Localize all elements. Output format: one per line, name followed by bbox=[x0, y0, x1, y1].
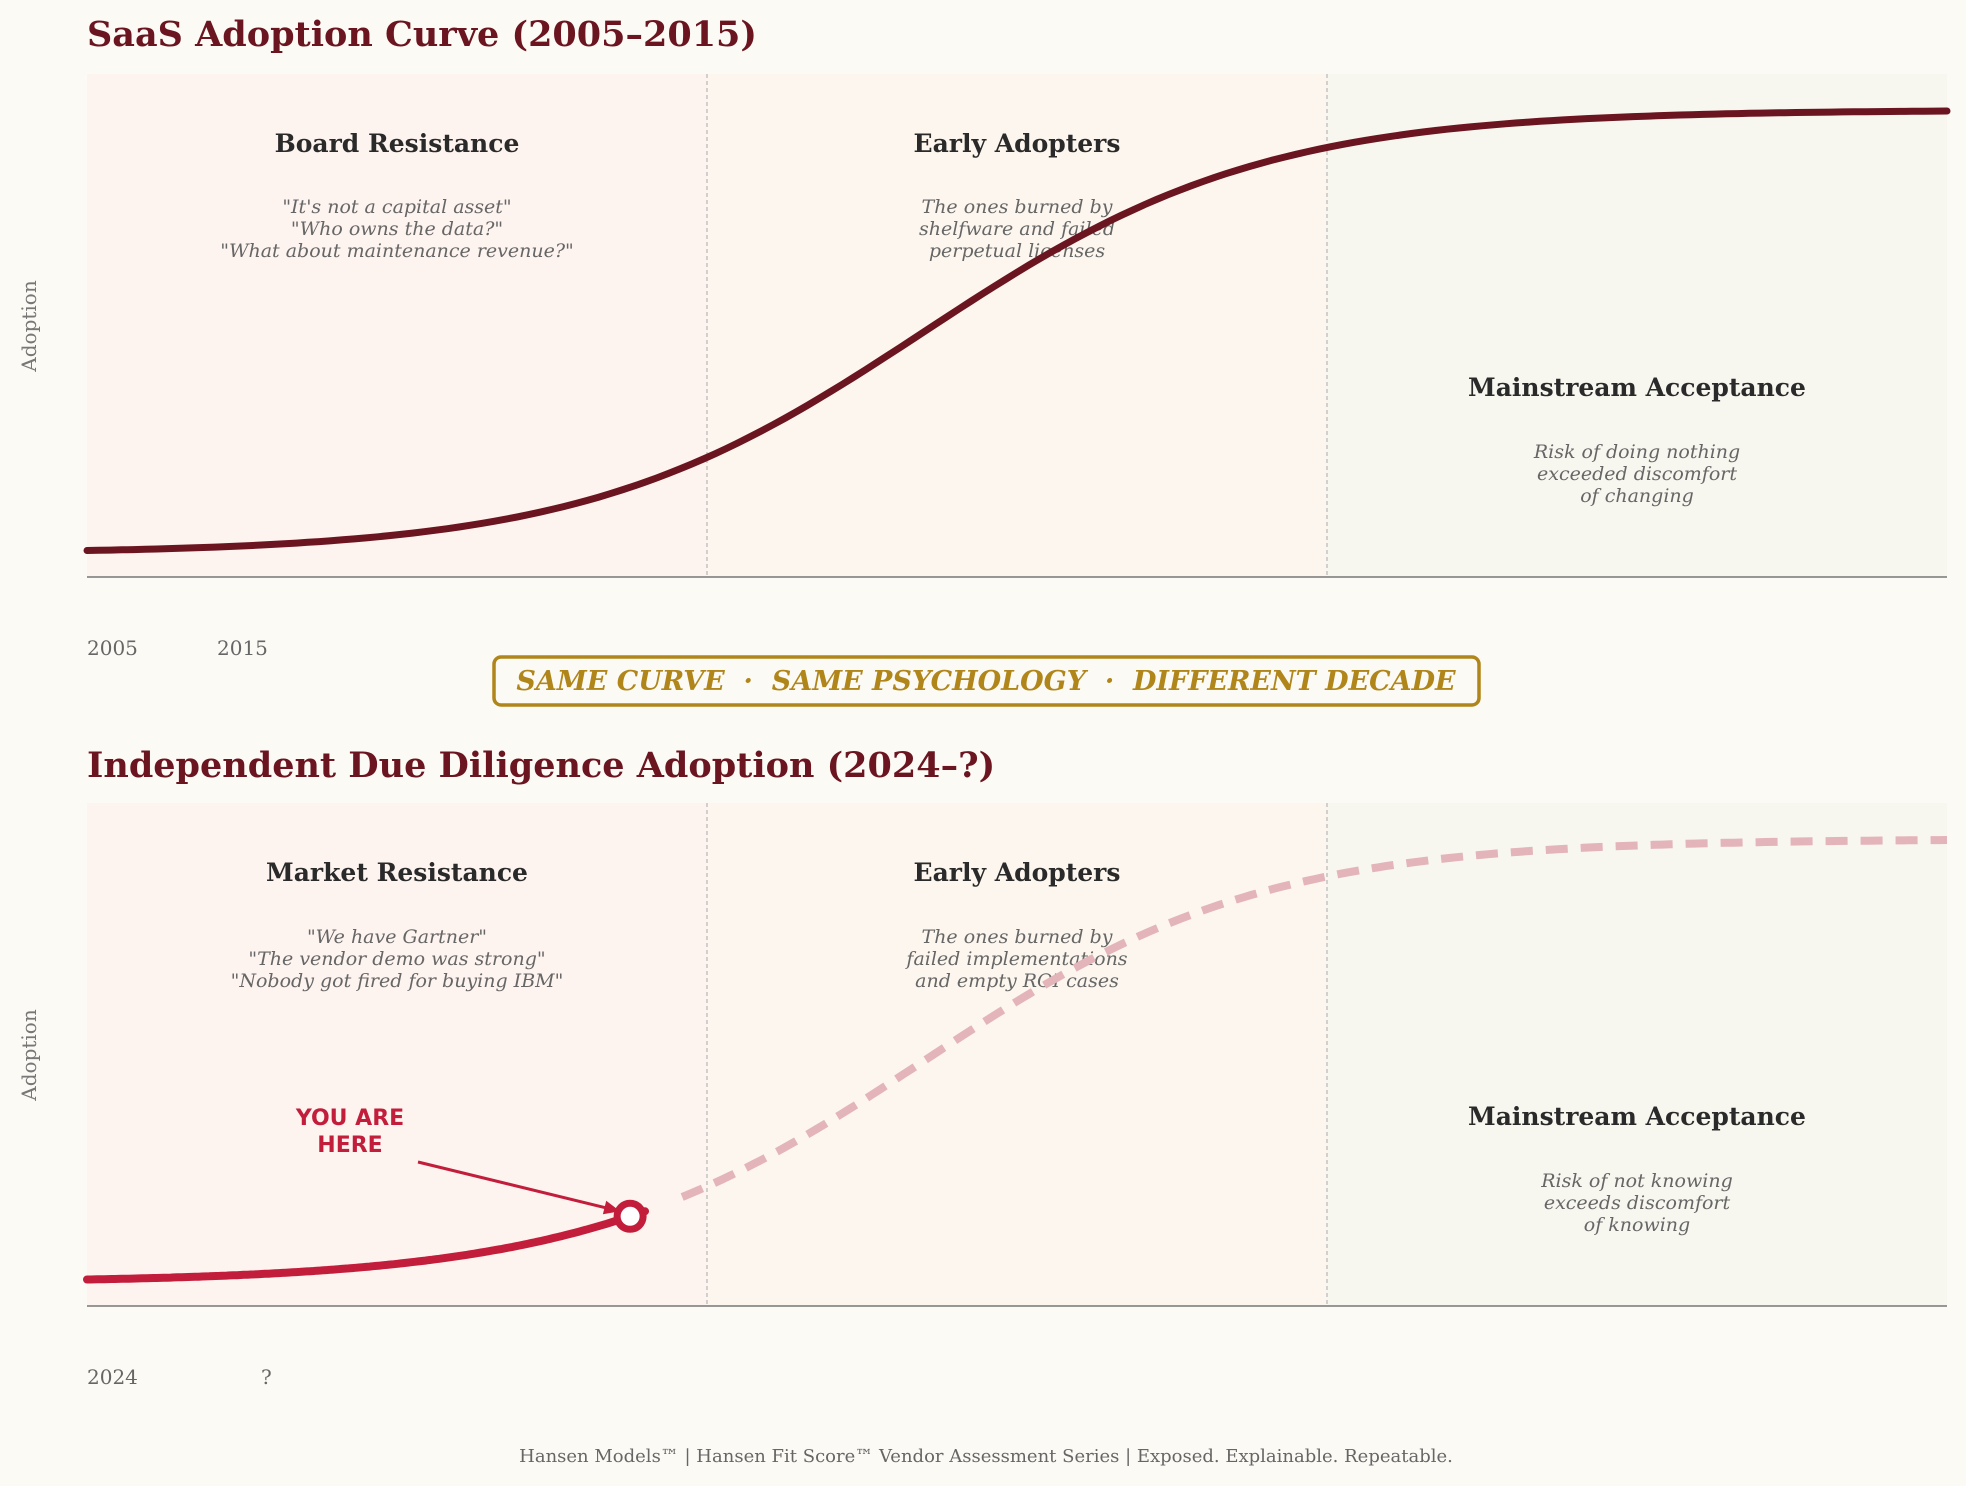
zone-quote: "It's not a capital asset" bbox=[282, 196, 511, 218]
projected-curve-line bbox=[680, 836, 1948, 1201]
zone-title: Mainstream Acceptance bbox=[1468, 1102, 1806, 1131]
zone-quote: Risk of not knowing bbox=[1540, 1170, 1732, 1192]
zone-early-adopters-bg bbox=[707, 803, 1327, 1306]
zone-quote: shelfware and failed bbox=[919, 218, 1115, 240]
you-are-here-label: HERE bbox=[317, 1133, 382, 1158]
x-tick-label: ? bbox=[261, 1365, 272, 1389]
you-are-here-marker bbox=[613, 1199, 647, 1233]
zone-quote: Risk of doing nothing bbox=[1533, 441, 1740, 463]
x-tick-label: 2015 bbox=[217, 636, 268, 660]
zone-title: Mainstream Acceptance bbox=[1468, 373, 1806, 402]
zone-title: Early Adopters bbox=[914, 858, 1121, 887]
adoption-curve-line bbox=[83, 107, 1951, 554]
zone-quote: "What about maintenance revenue?" bbox=[220, 240, 574, 262]
zone-quote: and empty ROI cases bbox=[915, 970, 1119, 992]
zone-mainstream-bg bbox=[1327, 803, 1947, 1306]
chart-title: Independent Due Diligence Adoption (2024… bbox=[87, 745, 995, 786]
zone-quote: "Who owns the data?" bbox=[291, 218, 503, 240]
actual-curve-line bbox=[83, 1207, 649, 1284]
zone-title: Market Resistance bbox=[266, 858, 528, 887]
zone-quote: "We have Gartner" bbox=[307, 926, 487, 948]
zone-quote: perpetual licenses bbox=[929, 240, 1105, 262]
y-axis-label: Adoption bbox=[17, 280, 41, 373]
zone-quote: "The vendor demo was strong" bbox=[248, 948, 545, 970]
x-tick-label: 2005 bbox=[87, 636, 138, 660]
zone-quote: exceeds discomfort bbox=[1544, 1192, 1731, 1214]
zone-title: Board Resistance bbox=[275, 129, 520, 158]
zone-quote: The ones burned by bbox=[922, 926, 1113, 948]
panel-saas: SaaS Adoption Curve (2005–2015) Adoption… bbox=[17, 14, 1951, 660]
banner: SAME CURVE · SAME PSYCHOLOGY · DIFFERENT… bbox=[492, 655, 1481, 707]
zone-mainstream-bg bbox=[1327, 74, 1947, 577]
zone-quote: The ones burned by bbox=[922, 196, 1113, 218]
zone-quote: failed implementations bbox=[904, 948, 1127, 970]
x-tick-label: 2024 bbox=[87, 1365, 138, 1389]
banner-text: SAME CURVE · SAME PSYCHOLOGY · DIFFERENT… bbox=[516, 666, 1456, 697]
zone-early-adopters-bg bbox=[707, 74, 1327, 577]
panel-due-diligence: Independent Due Diligence Adoption (2024… bbox=[17, 745, 1948, 1389]
zone-quote: exceeded discomfort bbox=[1537, 463, 1737, 485]
y-axis-label: Adoption bbox=[17, 1009, 41, 1102]
you-are-here-arrow bbox=[417, 1160, 621, 1213]
zone-quote: "Nobody got fired for buying IBM" bbox=[231, 970, 564, 992]
banner-box bbox=[492, 655, 1481, 707]
zone-quote: of changing bbox=[1580, 485, 1694, 507]
zone-quote: of knowing bbox=[1584, 1214, 1690, 1236]
chart-title: SaaS Adoption Curve (2005–2015) bbox=[87, 14, 757, 55]
zone-title: Early Adopters bbox=[914, 129, 1121, 158]
you-are-here-label: YOU ARE bbox=[295, 1106, 404, 1131]
footer: Hansen Models™ | Hansen Fit Score™ Vendo… bbox=[519, 1446, 1453, 1467]
